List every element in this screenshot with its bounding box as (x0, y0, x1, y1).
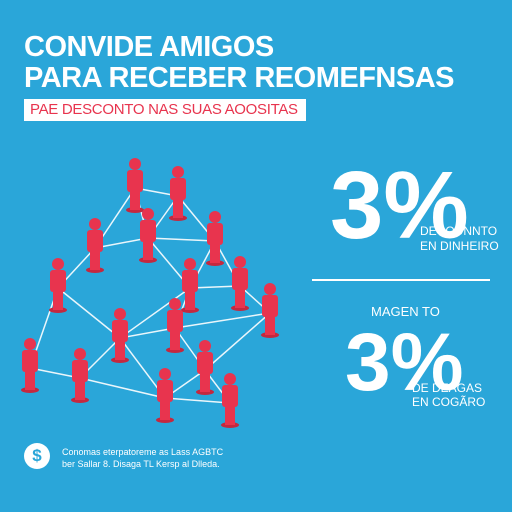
person-figure (231, 256, 249, 311)
divider (312, 279, 490, 281)
headline-line-2: PARA RECEBER REOMEFNSAS (24, 62, 455, 94)
network-edge (79, 377, 166, 399)
offer-2-caption-line-1: DE DEAGAS (412, 381, 483, 395)
person-figure (166, 298, 184, 353)
person-figure (156, 368, 174, 423)
person-figure (86, 218, 104, 273)
person-figure (261, 283, 279, 338)
network-edge (147, 237, 216, 242)
dollar-coin-icon: $ (24, 443, 50, 469)
network-edge (57, 287, 121, 339)
person-figure (206, 211, 224, 266)
network-people (21, 158, 279, 428)
person-figure (71, 348, 89, 403)
footer-line-1: Conomas eterpatoreme as Lass AGBTC (62, 447, 224, 457)
footer-line-2: ber Sallar 8. Disaga TL Kersp al Dlleda. (62, 459, 220, 469)
network-edge (164, 397, 231, 404)
network-edge (119, 327, 176, 339)
person-figure (139, 208, 157, 263)
person-figure (196, 340, 214, 395)
offer-2-caption-line-2: EN COGÃRO (412, 395, 486, 409)
person-figure (49, 258, 67, 313)
network-edge (94, 237, 149, 249)
people-network-illustration (21, 158, 279, 428)
person-figure (169, 166, 187, 221)
offer-1-caption-line-2: EN DINHEIRO (420, 239, 499, 253)
footer-text: Conomas eterpatoreme as Lass AGBTC ber S… (62, 446, 223, 470)
network-edge (189, 285, 241, 289)
person-figure (21, 338, 39, 393)
middle-label: MAGEN TO (371, 304, 440, 319)
headline: CONVIDE AMIGOS PARA RECEBER REOMEFNSAS (24, 32, 494, 94)
person-figure (111, 308, 129, 363)
person-figure (181, 258, 199, 313)
offer-1-caption-line-1: DECOUNNTO (420, 224, 498, 238)
offer-1-value: 3% (330, 152, 469, 259)
headline-line-1: CONVIDE AMIGOS (24, 31, 274, 63)
network-edge (119, 287, 191, 339)
network-edge (29, 367, 81, 379)
network-edge (204, 312, 271, 371)
offer-2-value: 3% (345, 317, 464, 408)
network-edge (174, 312, 271, 329)
person-figure (221, 373, 239, 428)
discount-ribbon: PAE DESCONTO NAS SUAS AOOSITAS (24, 99, 306, 121)
person-figure (126, 158, 144, 213)
